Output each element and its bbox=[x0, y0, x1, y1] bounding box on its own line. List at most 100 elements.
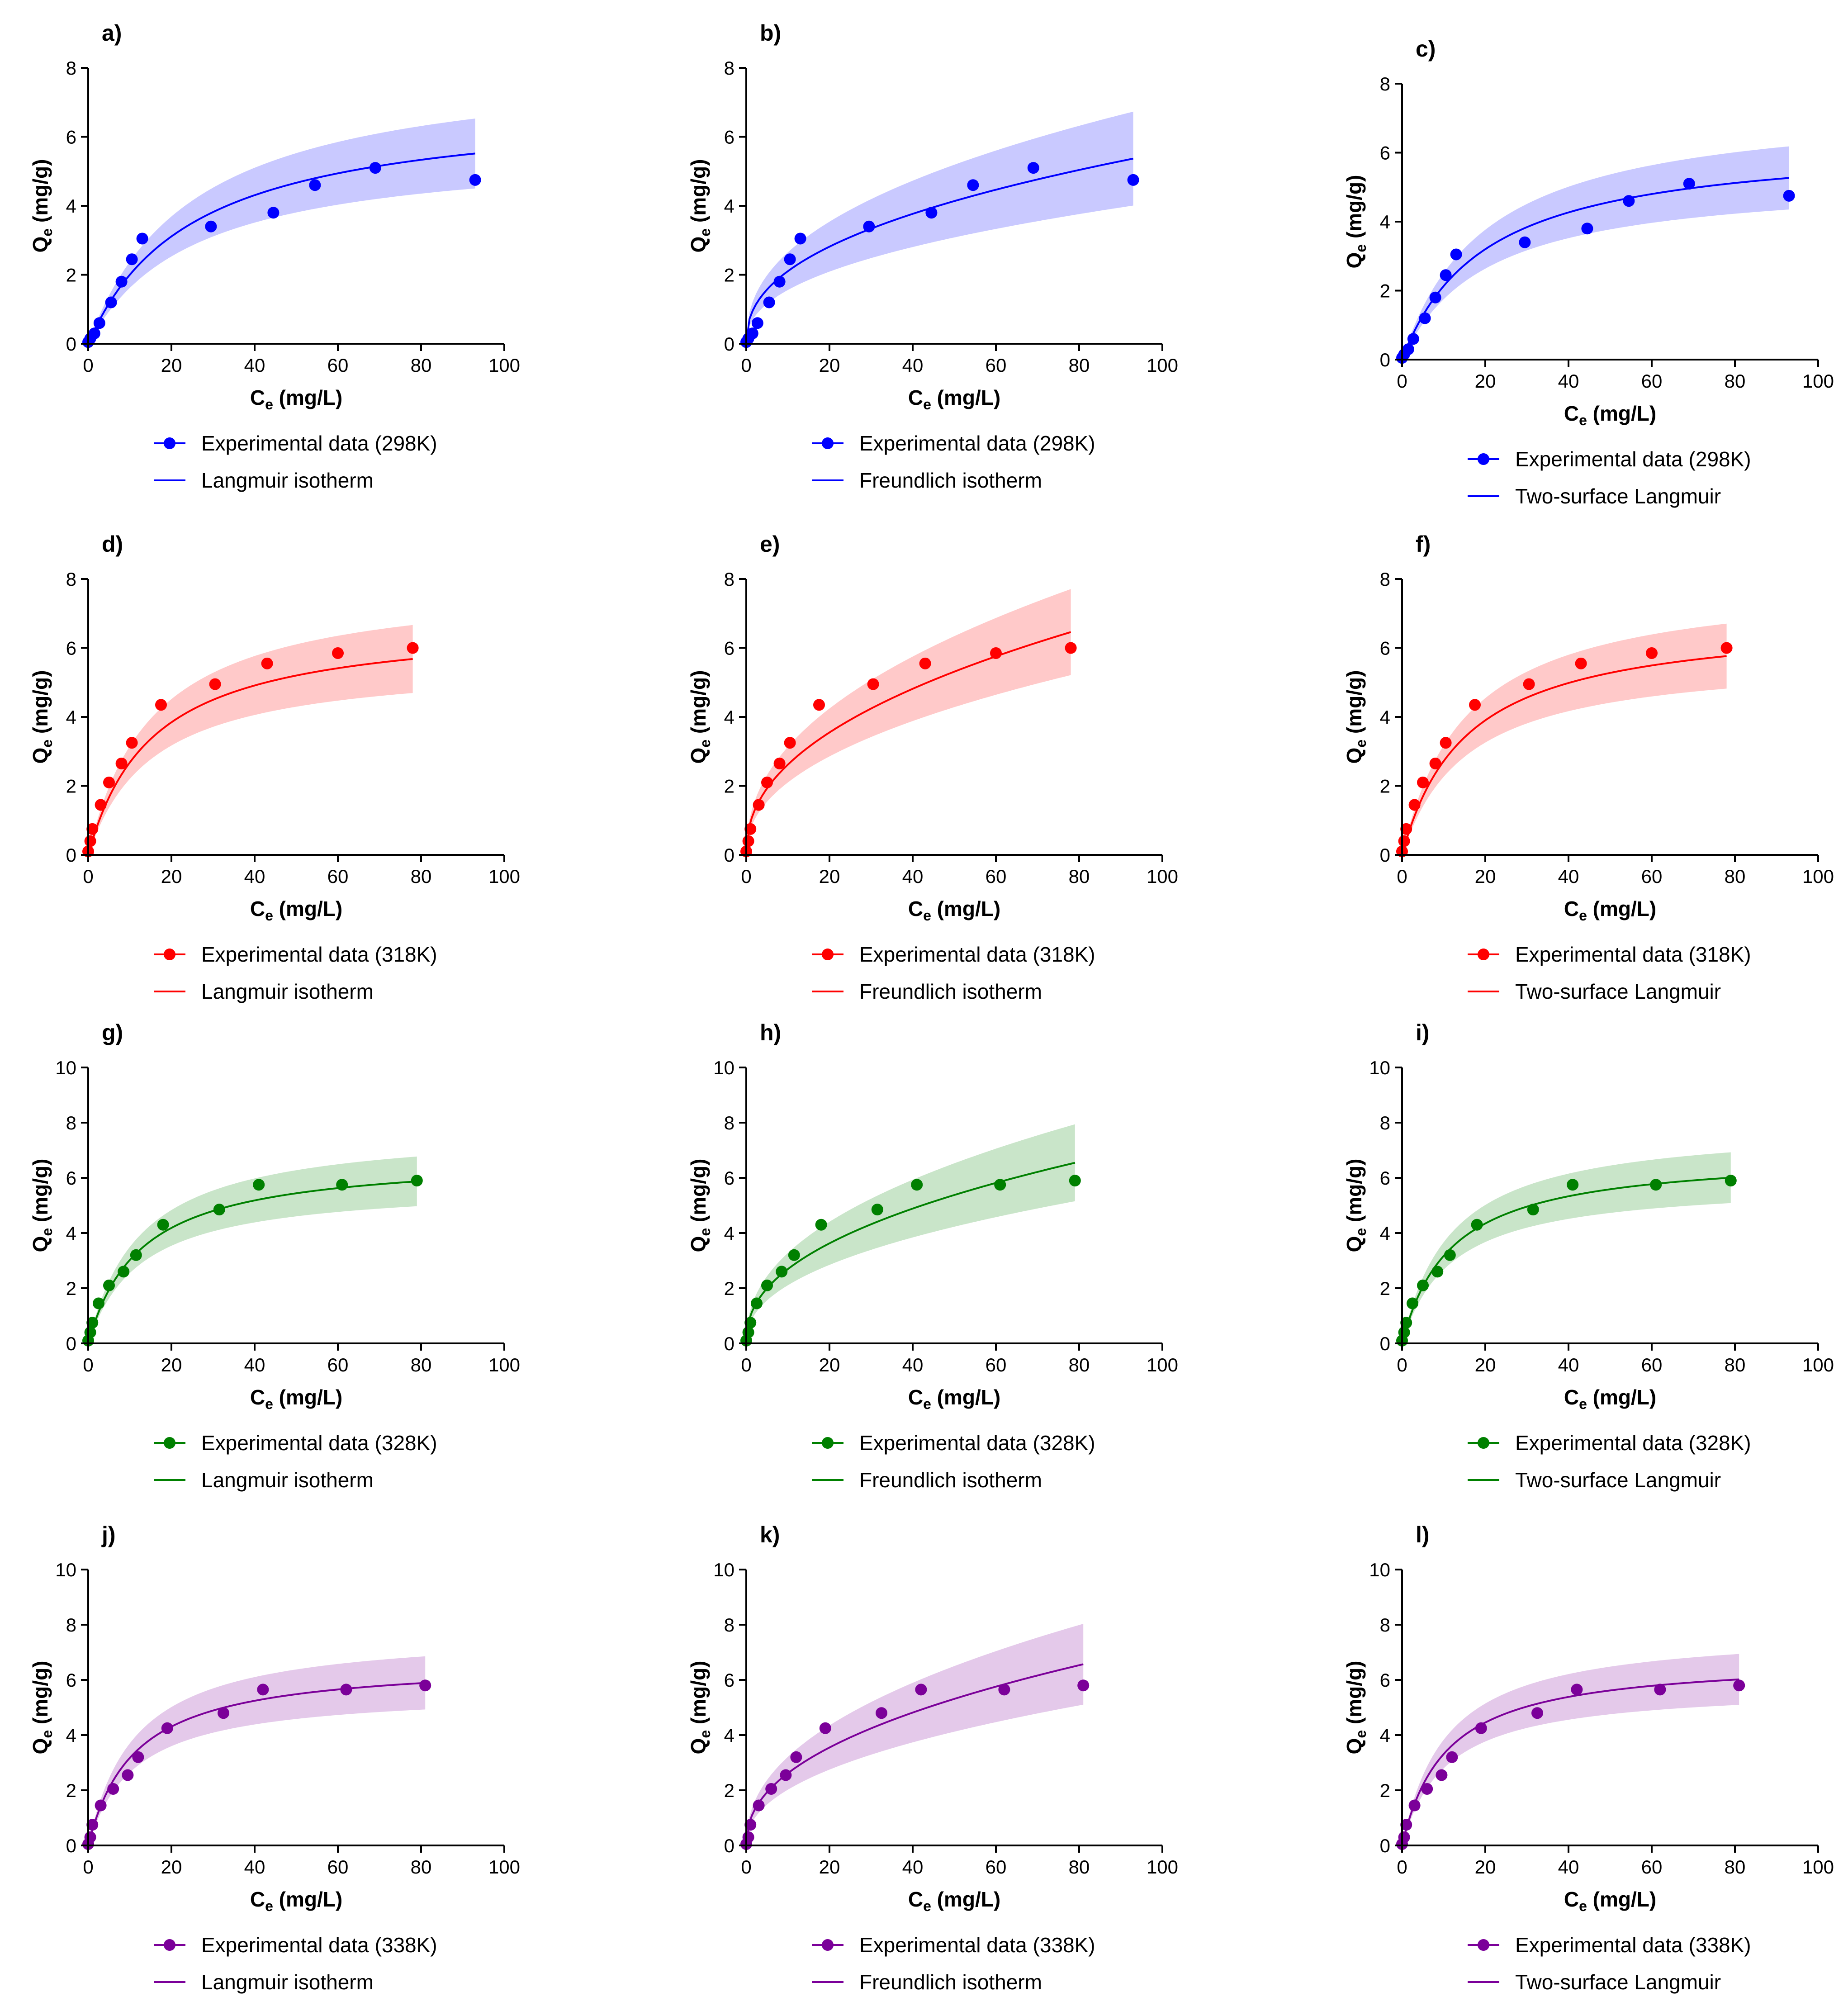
legend: Experimental data (298K) Two-surface Lang… bbox=[1468, 447, 1751, 508]
legend-label-data: Experimental data (298K) bbox=[1515, 447, 1751, 471]
y-tick-label: 2 bbox=[66, 776, 76, 797]
legend: Experimental data (328K) Freundlich isoth… bbox=[812, 1431, 1095, 1492]
legend: Experimental data (318K) Langmuir isother… bbox=[154, 943, 437, 1003]
data-point bbox=[746, 327, 758, 340]
data-point bbox=[1429, 291, 1441, 304]
data-point bbox=[794, 232, 806, 245]
data-point bbox=[744, 1317, 757, 1329]
y-tick-label: 8 bbox=[1380, 569, 1390, 590]
y-tick-label: 6 bbox=[66, 1670, 76, 1691]
data-point bbox=[1436, 1769, 1448, 1781]
data-point bbox=[1408, 1799, 1421, 1812]
legend: Experimental data (328K) Two-surface Lang… bbox=[1468, 1431, 1751, 1492]
data-point bbox=[84, 835, 96, 847]
y-tick-label: 2 bbox=[724, 776, 734, 797]
data-point bbox=[93, 1297, 104, 1309]
legend: Experimental data (318K) Freundlich isoth… bbox=[812, 943, 1095, 1003]
confidence-band bbox=[1402, 1654, 1739, 1845]
data-point bbox=[1571, 1684, 1583, 1696]
data-point bbox=[776, 1266, 788, 1278]
y-tick-label: 2 bbox=[66, 265, 76, 286]
y-axis-title: Qe (mg/g) bbox=[1342, 1159, 1369, 1252]
y-tick-label: 0 bbox=[66, 333, 76, 355]
data-point bbox=[1725, 1175, 1737, 1187]
y-tick-label: 4 bbox=[66, 195, 76, 217]
legend-marker-point bbox=[164, 1437, 175, 1449]
confidence-band bbox=[88, 1656, 426, 1845]
data-point bbox=[1623, 195, 1635, 207]
data-point bbox=[1077, 1679, 1090, 1692]
x-tick-label: 60 bbox=[986, 866, 1007, 887]
data-point bbox=[1654, 1684, 1666, 1696]
y-tick-label: 4 bbox=[724, 707, 734, 728]
x-tick-label: 60 bbox=[986, 355, 1007, 376]
legend: Experimental data (298K) Freundlich isoth… bbox=[812, 432, 1095, 492]
y-tick-label: 4 bbox=[1380, 1223, 1390, 1244]
data-point bbox=[1407, 1297, 1418, 1309]
y-tick-label: 0 bbox=[66, 1835, 76, 1856]
legend-label-data: Experimental data (318K) bbox=[859, 943, 1095, 966]
fit-curve bbox=[745, 1162, 1076, 1344]
data-point bbox=[267, 207, 280, 219]
data-point bbox=[925, 207, 938, 219]
x-tick-label: 60 bbox=[327, 866, 349, 887]
x-tick-label: 100 bbox=[1147, 866, 1178, 887]
x-tick-label: 20 bbox=[1475, 370, 1496, 392]
data-point bbox=[967, 179, 979, 191]
legend-label-data: Experimental data (338K) bbox=[1515, 1933, 1751, 1957]
x-tick-label: 80 bbox=[411, 1856, 432, 1878]
legend: Experimental data (338K) Langmuir isother… bbox=[154, 1933, 437, 1994]
x-tick-label: 20 bbox=[161, 1354, 182, 1375]
panel-label: f) bbox=[1416, 531, 1431, 557]
data-point bbox=[990, 647, 1002, 659]
x-tick-label: 100 bbox=[488, 866, 520, 887]
data-point bbox=[1407, 333, 1419, 345]
y-tick-label: 6 bbox=[1380, 1670, 1390, 1691]
x-tick-label: 0 bbox=[741, 355, 751, 376]
panel-label: j) bbox=[101, 1522, 116, 1547]
data-point bbox=[788, 1249, 800, 1261]
legend-label-data: Experimental data (328K) bbox=[201, 1431, 437, 1455]
data-point bbox=[1431, 1266, 1444, 1278]
fit-curve bbox=[745, 631, 1071, 855]
data-point bbox=[919, 657, 931, 669]
legend-marker-point bbox=[1478, 453, 1489, 465]
x-tick-label: 100 bbox=[1802, 1354, 1834, 1375]
confidence-band bbox=[88, 625, 413, 855]
x-tick-label: 100 bbox=[1147, 1354, 1178, 1375]
legend-label-fit: Two-surface Langmuir bbox=[1515, 484, 1721, 508]
fit-curve bbox=[87, 658, 413, 855]
y-tick-label: 8 bbox=[724, 1112, 734, 1134]
x-tick-label: 60 bbox=[327, 355, 349, 376]
legend-label-fit: Langmuir isotherm bbox=[201, 1970, 374, 1994]
x-tick-label: 40 bbox=[244, 866, 265, 887]
x-tick-label: 20 bbox=[819, 1856, 840, 1878]
data-point bbox=[761, 1279, 773, 1291]
data-point bbox=[863, 220, 875, 232]
data-point bbox=[86, 823, 99, 835]
data-point bbox=[126, 253, 138, 266]
x-tick-label: 80 bbox=[1069, 1856, 1090, 1878]
data-point bbox=[871, 1204, 883, 1216]
x-tick-label: 60 bbox=[327, 1354, 349, 1375]
y-tick-label: 6 bbox=[724, 638, 734, 659]
data-point bbox=[1400, 1819, 1412, 1831]
x-tick-label: 0 bbox=[83, 1354, 93, 1375]
data-point bbox=[1683, 178, 1695, 190]
legend-label-data: Experimental data (298K) bbox=[859, 432, 1095, 455]
legend-label-fit: Freundlich isotherm bbox=[859, 1970, 1042, 1994]
y-tick-label: 8 bbox=[66, 1112, 76, 1134]
y-tick-label: 2 bbox=[66, 1278, 76, 1299]
data-point bbox=[742, 1326, 754, 1338]
x-tick-label: 20 bbox=[819, 866, 840, 887]
y-tick-label: 0 bbox=[1380, 844, 1390, 866]
data-point bbox=[1450, 248, 1462, 261]
data-point bbox=[1567, 1179, 1579, 1191]
x-tick-label: 0 bbox=[83, 1856, 93, 1878]
data-point bbox=[126, 737, 138, 749]
x-tick-label: 20 bbox=[819, 1354, 840, 1375]
y-axis-title: Qe (mg/g) bbox=[687, 1159, 713, 1252]
x-tick-label: 60 bbox=[327, 1856, 349, 1878]
